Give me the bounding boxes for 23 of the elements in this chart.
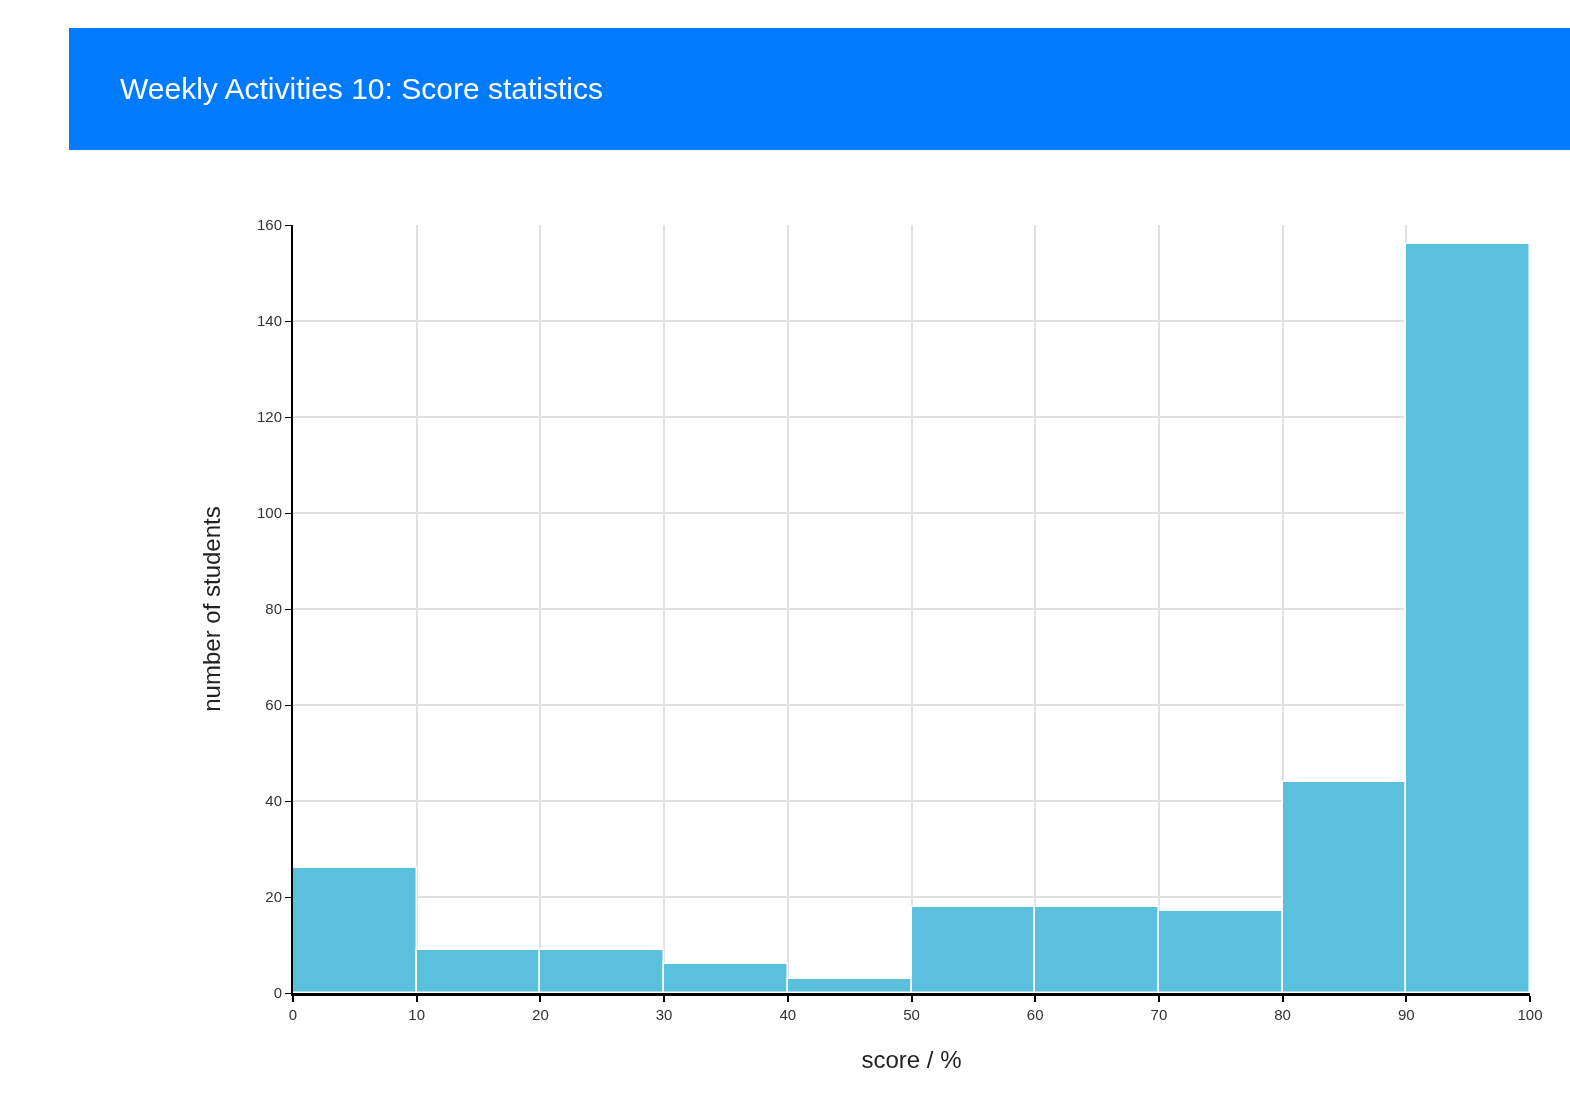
x-tick-label: 90 xyxy=(1397,1006,1415,1023)
chart-title: Weekly Activities 10: Score statistics xyxy=(120,71,603,105)
y-tick-label: 60 xyxy=(265,696,282,714)
x-tick-label: 30 xyxy=(655,1006,673,1023)
y-tick-label: 0 xyxy=(273,984,282,1002)
x-tick-label: 0 xyxy=(288,1006,298,1023)
y-tick-label: 120 xyxy=(256,408,282,426)
y-tick-label: 100 xyxy=(256,504,282,522)
x-tick-label: 80 xyxy=(1274,1006,1291,1023)
x-tick-label: 50 xyxy=(903,1006,920,1023)
y-axis-title: number of students xyxy=(197,506,225,712)
y-tick-label: 160 xyxy=(256,216,282,234)
x-tick-label: 60 xyxy=(1026,1006,1044,1023)
x-tick-label: 10 xyxy=(408,1006,426,1023)
y-tick-label: 40 xyxy=(265,792,282,810)
y-tick-label: 140 xyxy=(256,312,282,330)
y-tick-label: 80 xyxy=(265,600,282,618)
x-tick-label: 20 xyxy=(532,1006,549,1023)
x-tick-label: 40 xyxy=(779,1006,797,1023)
x-axis-title: score / % xyxy=(861,1046,962,1074)
y-tick-label: 20 xyxy=(265,888,282,906)
x-tick-label: 100 xyxy=(1517,1006,1543,1023)
x-tick-label: 70 xyxy=(1150,1006,1168,1023)
